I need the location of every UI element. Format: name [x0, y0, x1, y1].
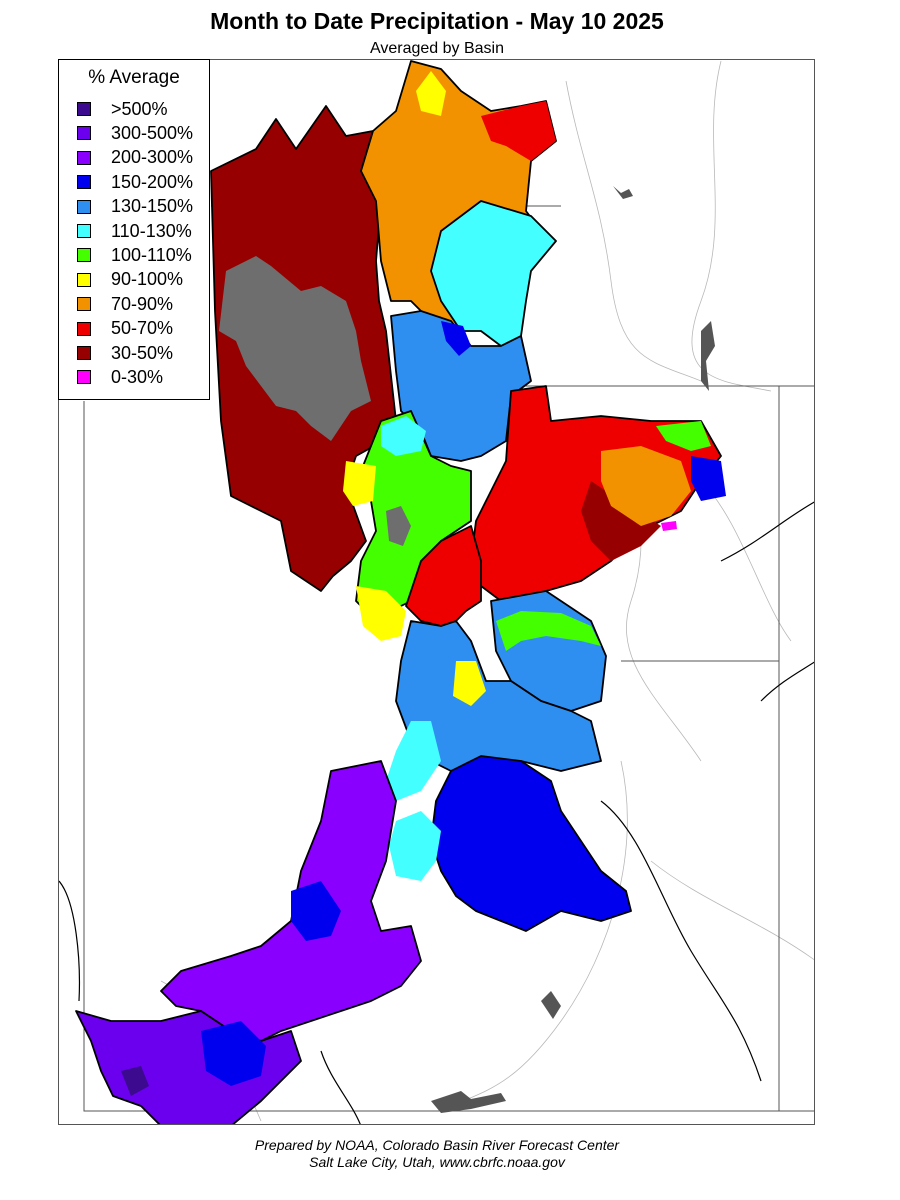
legend-swatch	[77, 272, 91, 287]
legend-item: 0-30%	[77, 366, 163, 388]
legend-label: >500%	[111, 98, 168, 119]
legend-label: 150-200%	[111, 171, 194, 192]
legend-item: 110-130%	[77, 220, 192, 242]
legend-swatch	[77, 370, 91, 385]
legend-swatch	[77, 199, 91, 214]
legend-label: 200-300%	[111, 147, 194, 168]
legend-swatch	[77, 346, 91, 360]
basin-regions	[75, 60, 726, 1124]
footer-line-1: Prepared by NOAA, Colorado Basin River F…	[254, 1137, 620, 1153]
map-title: Month to Date Precipitation - May 10 202…	[210, 8, 664, 34]
map-canvas	[59, 60, 814, 1124]
legend-label: 70-90%	[111, 293, 174, 314]
region-outlines	[59, 501, 814, 1124]
legend-swatch	[77, 321, 91, 336]
legend-item: 50-70%	[77, 318, 173, 340]
legend-swatch	[77, 224, 91, 238]
legend-item: 70-90%	[77, 293, 173, 315]
legend-swatch	[77, 150, 91, 165]
legend-swatch	[77, 248, 91, 263]
legend-swatch	[77, 175, 91, 190]
legend-label: 110-130%	[111, 220, 192, 241]
footer-line-2: Salt Lake City, Utah, www.cbrfc.noaa.gov	[309, 1154, 565, 1170]
legend-item: 30-50%	[77, 342, 173, 364]
legend-label: 90-100%	[111, 269, 184, 290]
legend-item: 130-150%	[77, 196, 193, 218]
legend-label: 30-50%	[111, 342, 174, 363]
precipitation-map	[58, 59, 815, 1125]
legend-label: 100-110%	[111, 244, 192, 265]
map-subtitle: Averaged by Basin	[369, 40, 504, 57]
legend-title: % Average	[88, 67, 180, 88]
legend-label: 130-150%	[111, 196, 194, 217]
legend-item: 100-110%	[77, 244, 192, 266]
legend-item: 150-200%	[77, 171, 193, 193]
legend-swatch	[77, 102, 91, 116]
footer: Prepared by NOAA, Colorado Basin River F…	[0, 1137, 874, 1171]
legend-swatch	[77, 297, 91, 312]
legend: % Average >500% 300-500% 200-300% 150-200% 1…	[58, 59, 210, 400]
legend-item: 90-100%	[77, 269, 183, 291]
legend-label: 300-500%	[111, 122, 194, 143]
legend-label: 50-70%	[111, 318, 174, 339]
lakes	[431, 186, 715, 1113]
legend-item: 300-500%	[77, 122, 193, 144]
legend-item: 200-300%	[77, 147, 193, 169]
legend-label: 0-30%	[111, 366, 164, 387]
legend-swatch	[77, 126, 91, 141]
legend-item: >500%	[77, 98, 168, 120]
